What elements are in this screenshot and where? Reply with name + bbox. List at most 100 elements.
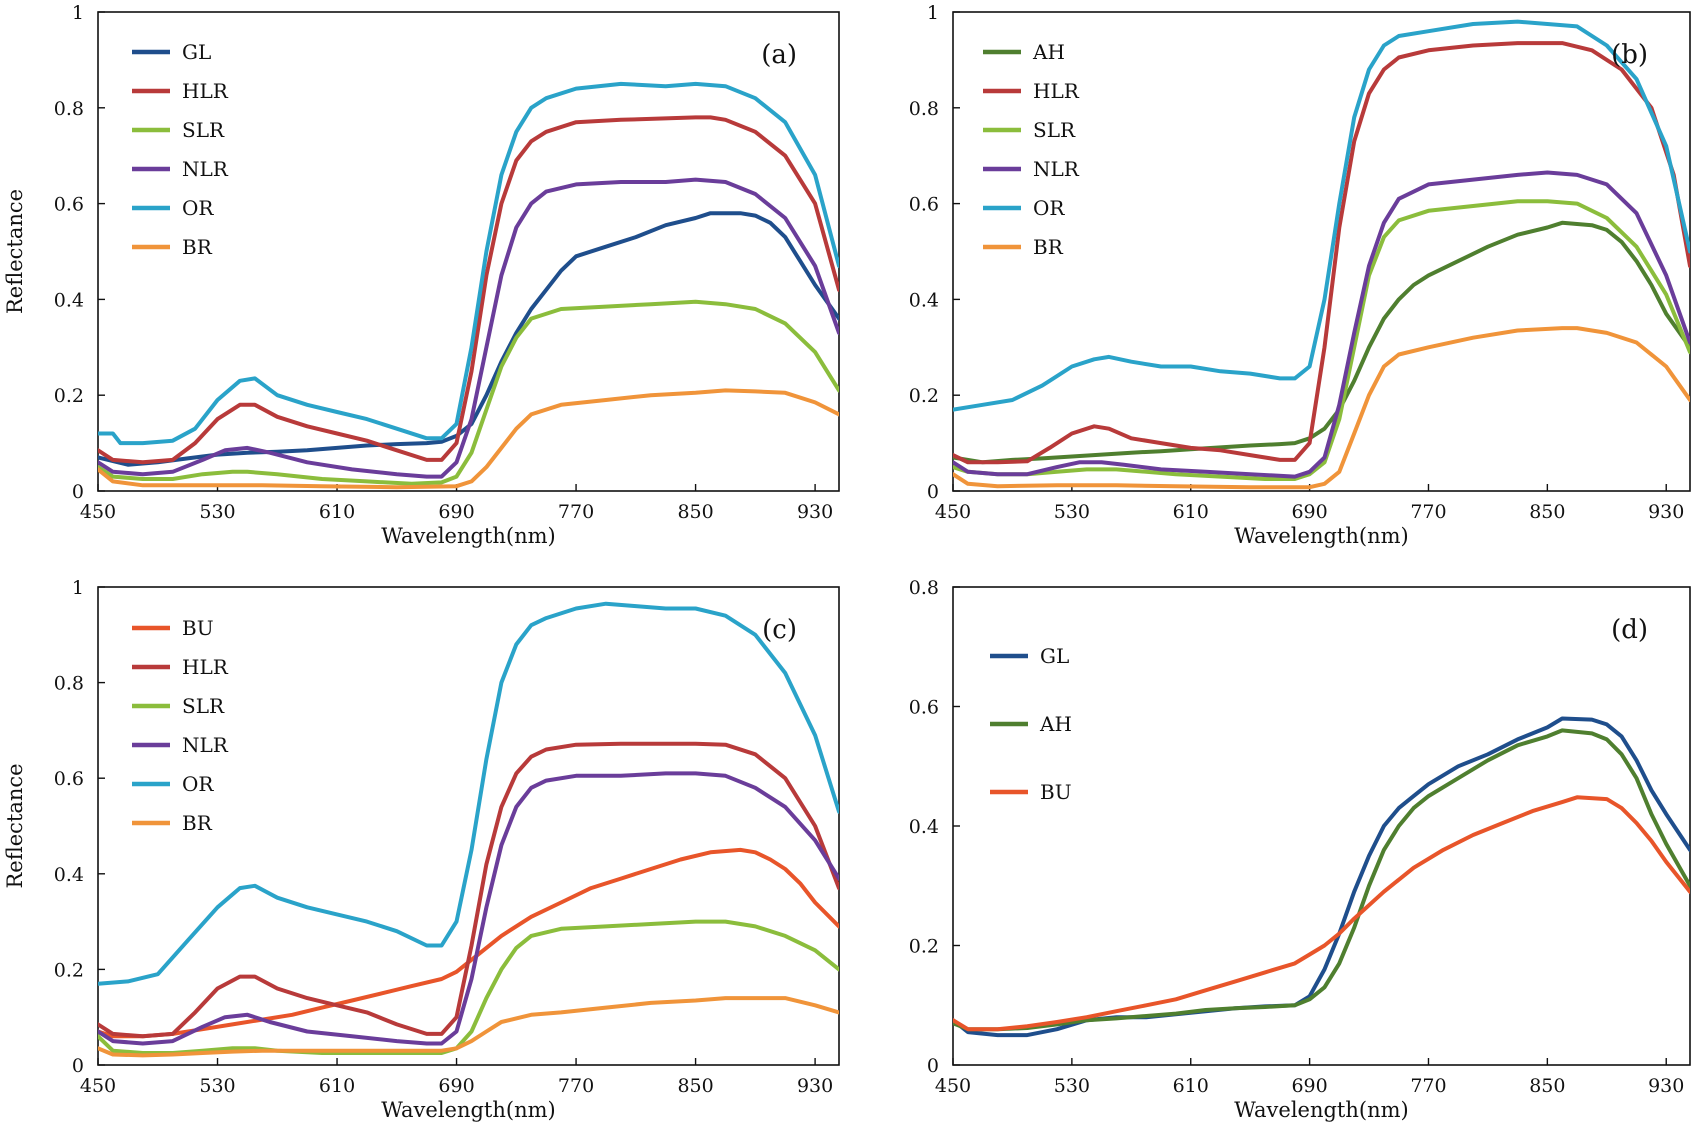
x-tick-label: 850 — [677, 501, 713, 523]
legend-label-nlr: NLR — [182, 157, 229, 181]
series-line-or — [98, 81, 839, 446]
legend-label-bu: BU — [182, 616, 214, 640]
x-tick-label: 610 — [319, 501, 355, 523]
legend-label-slr: SLR — [182, 118, 225, 142]
y-tick-label: 1 — [72, 2, 84, 24]
panel-label: (a) — [761, 40, 797, 70]
panel-label: (c) — [762, 615, 797, 645]
legend-label-ah: AH — [1039, 712, 1072, 736]
x-tick-label: 850 — [1529, 1075, 1565, 1097]
y-axis-title: Reflectance — [3, 189, 27, 314]
series-line-nlr — [98, 771, 839, 1046]
y-tick-label: 0.8 — [54, 98, 84, 120]
legend-label-or: OR — [182, 196, 214, 220]
x-tick-label: 850 — [1529, 501, 1565, 523]
x-tick-label: 530 — [199, 501, 235, 523]
series-line-hlr — [953, 41, 1690, 465]
series-line-br — [98, 388, 839, 490]
series-group — [98, 81, 839, 490]
legend-label-or: OR — [182, 772, 214, 796]
plot-frame — [97, 11, 840, 492]
legend-label-ah: AH — [1032, 40, 1065, 64]
x-tick-label: 770 — [1410, 501, 1446, 523]
x-tick-label: 450 — [935, 501, 971, 523]
x-tick-label: 770 — [558, 1075, 594, 1097]
y-tick-label: 0.6 — [54, 768, 84, 790]
x-axis-title: Wavelength(nm) — [1234, 1098, 1408, 1122]
series-line-slr — [98, 299, 839, 486]
chart-panel-2: 450 530 610 690 770 850 930 0 0.2 0.4 0.6 0.8 1 Wavel… — [909, 2, 1691, 548]
chart-panel-3: 450 530 610 690 770 850 930 0 0.2 0.4 0.6 0.8 1 Wavel… — [3, 577, 840, 1122]
x-tick-label: 450 — [80, 501, 116, 523]
y-tick-label: 1 — [927, 2, 939, 24]
series-line-slr — [98, 919, 839, 1055]
y-tick-label: 0.6 — [909, 194, 939, 216]
series-group — [953, 716, 1690, 1038]
y-tick-label: 0.4 — [54, 289, 84, 311]
x-tick-label: 690 — [438, 501, 474, 523]
series-line-ah — [953, 220, 1690, 465]
y-tick-label: 0.6 — [54, 194, 84, 216]
series-line-nlr — [98, 177, 839, 479]
y-tick-label: 0.2 — [54, 385, 84, 407]
y-tick-label: 0.6 — [909, 697, 939, 719]
panel-label: (d) — [1611, 615, 1648, 645]
x-axis-title: Wavelength(nm) — [381, 1098, 555, 1122]
series-line-slr — [953, 199, 1690, 481]
legend-label-br: BR — [1033, 235, 1064, 259]
legend-label-nlr: NLR — [182, 733, 229, 757]
x-tick-label: 690 — [438, 1075, 474, 1097]
legend-label-gl: GL — [182, 40, 211, 64]
x-tick-label: 610 — [319, 1075, 355, 1097]
legend-label-br: BR — [182, 235, 213, 259]
series-line-hlr — [98, 115, 839, 465]
chart-panel-1: 450 530 610 690 770 850 930 0 0.2 0.4 0.6 0.8 1 Wavel… — [3, 2, 840, 548]
series-line-bu — [98, 847, 839, 1039]
x-tick-label: 450 — [80, 1075, 116, 1097]
panel-label: (b) — [1611, 40, 1648, 70]
legend-label-slr: SLR — [1033, 118, 1076, 142]
x-tick-label: 690 — [1291, 501, 1327, 523]
x-tick-label: 930 — [797, 501, 833, 523]
x-tick-label: 610 — [1173, 501, 1209, 523]
legend-label-or: OR — [1033, 196, 1065, 220]
x-tick-label: 690 — [1291, 1075, 1327, 1097]
x-tick-label: 850 — [677, 1075, 713, 1097]
plot-frame — [97, 586, 840, 1066]
y-tick-label: 0.2 — [909, 936, 939, 958]
x-tick-label: 770 — [558, 501, 594, 523]
x-axis-title: Wavelength(nm) — [381, 524, 555, 548]
legend-label-hlr: HLR — [182, 79, 229, 103]
y-tick-label: 0 — [927, 1055, 939, 1077]
x-axis-title: Wavelength(nm) — [1234, 524, 1408, 548]
series-line-bu — [953, 795, 1690, 1032]
series-line-nlr — [953, 170, 1690, 479]
series-line-br — [98, 996, 839, 1058]
series-group — [98, 601, 839, 1058]
legend-label-slr: SLR — [182, 694, 225, 718]
x-tick-label: 610 — [1173, 1075, 1209, 1097]
y-tick-label: 0.2 — [909, 385, 939, 407]
x-tick-label: 770 — [1410, 1075, 1446, 1097]
series-group — [953, 19, 1690, 490]
legend-label-bu: BU — [1040, 780, 1072, 804]
y-axis-title: Reflectance — [3, 763, 27, 888]
x-tick-label: 530 — [199, 1075, 235, 1097]
y-tick-label: 0.8 — [54, 673, 84, 695]
y-tick-label: 0.8 — [909, 98, 939, 120]
y-tick-label: 0 — [72, 481, 84, 503]
series-line-hlr — [98, 741, 839, 1039]
series-line-or — [98, 601, 839, 986]
x-tick-label: 530 — [1054, 1075, 1090, 1097]
legend-label-gl: GL — [1040, 644, 1069, 668]
chart-panel-4: 450 530 610 690 770 850 930 0 0.2 0.4 0.6 0.8 Wavele… — [909, 577, 1691, 1122]
legend-label-hlr: HLR — [1033, 79, 1080, 103]
y-tick-label: 1 — [72, 577, 84, 599]
y-tick-label: 0.8 — [909, 577, 939, 599]
y-tick-label: 0 — [927, 481, 939, 503]
legend-label-br: BR — [182, 811, 213, 835]
y-tick-label: 0.4 — [54, 864, 84, 886]
legend-label-hlr: HLR — [182, 655, 229, 679]
y-tick-label: 0.2 — [54, 959, 84, 981]
